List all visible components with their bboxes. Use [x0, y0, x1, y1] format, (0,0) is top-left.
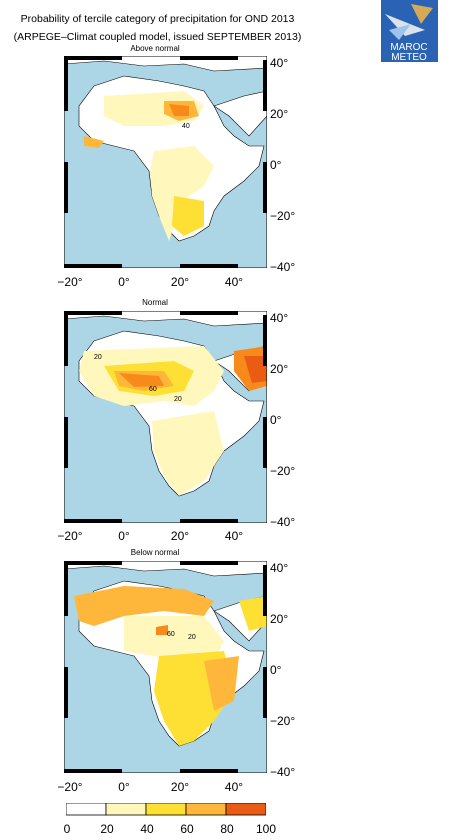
map-frame	[64, 311, 267, 523]
lat-label: 20°	[270, 612, 289, 626]
contour-label: 60	[149, 386, 157, 393]
legend-swatch-0-20	[66, 803, 107, 816]
lat-label: 40°	[270, 56, 289, 70]
lat-label: 0°	[270, 413, 282, 427]
lat-label: 0°	[270, 663, 282, 677]
legend-swatch-20-40	[105, 803, 147, 816]
legend-tick: 80	[220, 822, 234, 836]
map-frame	[64, 56, 267, 268]
contour-label: 20	[174, 396, 182, 403]
lon-label: 0°	[118, 780, 130, 794]
lon-label: 40°	[224, 780, 244, 794]
lon-label: −20°	[57, 275, 83, 289]
contour-label: 60	[167, 631, 175, 638]
map-frame	[64, 561, 267, 773]
lat-label: 40°	[270, 311, 289, 325]
legend-swatch-40-60	[145, 803, 187, 816]
lat-label: −40°	[270, 765, 296, 779]
lon-label: −20°	[57, 529, 83, 543]
lon-label: 40°	[224, 275, 244, 289]
lon-label: 20°	[170, 780, 190, 794]
probability-shading	[79, 346, 267, 496]
lon-label: 0°	[118, 275, 130, 289]
legend-swatch-80-100	[225, 803, 266, 816]
lat-label: −40°	[270, 515, 296, 529]
probability-shading	[84, 91, 214, 241]
panel-title-above-normal: Above normal	[130, 44, 180, 53]
figure-subtitle: (ARPEGE–Climat coupled model, issued SEP…	[13, 31, 302, 43]
legend-tick: 0	[63, 822, 71, 836]
contour-label: 20	[94, 354, 102, 361]
lon-label: 0°	[118, 529, 130, 543]
lat-label: −20°	[270, 714, 296, 728]
lat-label: −40°	[270, 260, 296, 274]
lon-label: −20°	[57, 780, 83, 794]
lat-label: 40°	[270, 561, 289, 575]
legend-tick: 60	[180, 822, 194, 836]
lat-label: 20°	[270, 107, 289, 121]
lat-label: −20°	[270, 209, 296, 223]
logo-text-2: METEO	[391, 52, 427, 62]
maroc-meteo-logo: MAROC METEO	[381, 0, 438, 62]
figure-title: Probability of tercile category of preci…	[20, 13, 295, 25]
legend-swatch-60-80	[185, 803, 227, 816]
lat-label: 20°	[270, 362, 289, 376]
lon-label: 20°	[170, 275, 190, 289]
lat-label: 0°	[270, 158, 282, 172]
probability-colorbar	[66, 803, 266, 816]
map-below-normal: 60 20	[64, 561, 267, 773]
map-normal: 20 60 20	[64, 311, 267, 523]
probability-shading	[74, 586, 267, 746]
lon-label: 20°	[170, 529, 190, 543]
map-above-normal: 40	[64, 56, 267, 268]
panel-title-below-normal: Below normal	[130, 548, 180, 557]
contour-label: 20	[188, 634, 196, 641]
legend-tick: 100	[255, 822, 277, 836]
legend-tick: 20	[100, 822, 114, 836]
legend-tick: 40	[140, 822, 154, 836]
lat-label: −20°	[270, 464, 296, 478]
contour-label: 40	[182, 123, 190, 130]
panel-title-normal: Normal	[142, 298, 168, 307]
logo-text-1: MAROC	[390, 42, 427, 53]
lon-label: 40°	[224, 529, 244, 543]
